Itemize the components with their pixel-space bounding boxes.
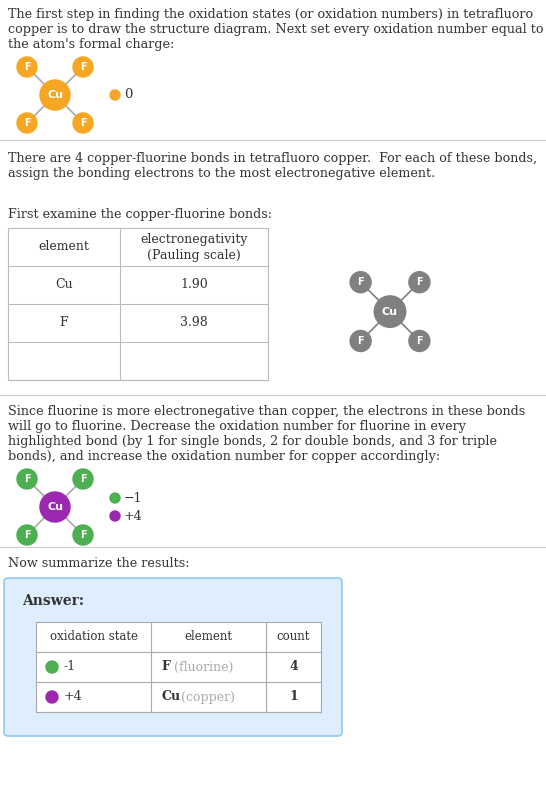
Text: First examine the copper-fluorine bonds:: First examine the copper-fluorine bonds: [8, 208, 272, 221]
Text: −1: −1 [124, 492, 143, 504]
Text: Since fluorine is more electronegative than copper, the electrons in these bonds: Since fluorine is more electronegative t… [8, 405, 525, 463]
Text: Answer:: Answer: [22, 594, 84, 608]
Text: Cu: Cu [47, 502, 63, 512]
Text: +4: +4 [124, 509, 143, 522]
Text: F: F [80, 530, 86, 540]
Text: element: element [39, 241, 90, 253]
Text: 1: 1 [289, 691, 298, 703]
Bar [8, 228, 268, 380]
Circle shape [110, 493, 120, 503]
Circle shape [350, 272, 371, 293]
Text: The first step in finding the oxidation states (or oxidation numbers) in tetrafl: The first step in finding the oxidation … [8, 8, 543, 51]
Text: F: F [416, 336, 423, 346]
Circle shape [350, 330, 371, 351]
FancyBboxPatch shape [4, 578, 342, 736]
Text: (fluorine): (fluorine) [170, 661, 233, 674]
Circle shape [110, 90, 120, 100]
Text: F: F [60, 317, 68, 330]
Circle shape [409, 272, 430, 293]
Text: element: element [185, 630, 233, 643]
Text: Cu: Cu [161, 691, 180, 703]
Text: oxidation state: oxidation state [50, 630, 138, 643]
Text: count: count [277, 630, 310, 643]
Text: 3.98: 3.98 [180, 317, 208, 330]
Text: F: F [23, 118, 31, 128]
Text: F: F [416, 277, 423, 287]
Circle shape [73, 57, 93, 77]
Text: -1: -1 [64, 661, 76, 674]
Text: (copper): (copper) [177, 691, 235, 703]
Text: 0: 0 [124, 88, 132, 102]
Text: electronegativity
(Pauling scale): electronegativity (Pauling scale) [140, 233, 248, 261]
Text: F: F [23, 62, 31, 72]
Bar [36, 622, 321, 712]
Circle shape [46, 661, 58, 673]
Text: F: F [161, 661, 170, 674]
Circle shape [73, 113, 93, 133]
Text: There are 4 copper-fluorine bonds in tetrafluoro copper.  For each of these bond: There are 4 copper-fluorine bonds in tet… [8, 152, 537, 180]
Text: Cu: Cu [382, 306, 398, 317]
Text: F: F [357, 277, 364, 287]
Text: F: F [80, 474, 86, 484]
Circle shape [17, 57, 37, 77]
Text: Now summarize the results:: Now summarize the results: [8, 557, 189, 570]
Text: 4: 4 [289, 661, 298, 674]
Text: Cu: Cu [55, 278, 73, 291]
Text: F: F [80, 62, 86, 72]
Circle shape [40, 492, 70, 522]
Circle shape [17, 469, 37, 489]
Text: F: F [23, 474, 31, 484]
Circle shape [110, 511, 120, 521]
Circle shape [374, 296, 406, 327]
Circle shape [40, 80, 70, 110]
Circle shape [17, 525, 37, 545]
Circle shape [17, 113, 37, 133]
Circle shape [46, 691, 58, 703]
Text: F: F [357, 336, 364, 346]
Circle shape [73, 469, 93, 489]
Circle shape [73, 525, 93, 545]
Text: F: F [80, 118, 86, 128]
Text: +4: +4 [64, 691, 82, 703]
Text: F: F [23, 530, 31, 540]
Text: Cu: Cu [47, 90, 63, 100]
Circle shape [409, 330, 430, 351]
Text: 1.90: 1.90 [180, 278, 208, 291]
